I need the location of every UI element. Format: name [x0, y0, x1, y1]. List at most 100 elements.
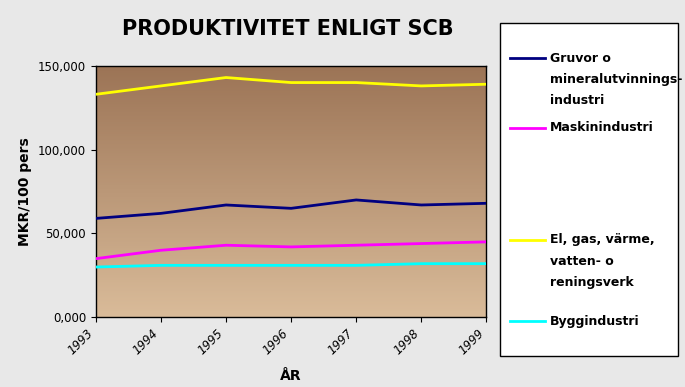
Text: vatten- o: vatten- o	[550, 255, 614, 268]
Bar	[96, 213, 486, 214]
Text: reningsverk: reningsverk	[550, 276, 634, 289]
Bar	[96, 301, 486, 302]
Bar	[96, 117, 486, 118]
Bar	[96, 128, 486, 130]
Bar	[96, 295, 486, 296]
Text: Gruvor o: Gruvor o	[550, 51, 611, 65]
Bar	[96, 169, 486, 170]
Bar	[96, 90, 486, 91]
Bar	[96, 156, 486, 158]
Bar	[96, 242, 486, 243]
Bar	[96, 310, 486, 311]
Bar	[96, 173, 486, 174]
Bar	[96, 75, 486, 76]
Bar	[96, 100, 486, 101]
Bar	[96, 278, 486, 279]
Bar	[96, 275, 486, 276]
Bar	[96, 102, 486, 103]
X-axis label: ÅR: ÅR	[280, 368, 302, 383]
Bar	[96, 126, 486, 127]
Bar	[96, 106, 486, 107]
Bar	[96, 72, 486, 73]
Bar	[96, 219, 486, 221]
Bar	[96, 123, 486, 125]
Bar	[96, 116, 486, 117]
Bar	[96, 204, 486, 205]
Bar	[96, 250, 486, 251]
Bar	[96, 262, 486, 263]
Bar	[96, 316, 486, 317]
Text: mineralutvinnings-: mineralutvinnings-	[550, 73, 682, 86]
Bar	[96, 308, 486, 310]
Bar	[96, 303, 486, 305]
Bar	[96, 96, 486, 97]
Bar	[96, 261, 486, 262]
Bar	[96, 98, 486, 100]
Bar	[96, 239, 486, 241]
Bar	[96, 127, 486, 128]
Bar	[96, 216, 486, 217]
Bar	[96, 282, 486, 283]
Text: El, gas, värme,: El, gas, värme,	[550, 233, 655, 247]
Bar	[96, 112, 486, 113]
Bar	[96, 93, 486, 95]
Bar	[96, 195, 486, 197]
Bar	[96, 174, 486, 175]
Bar	[96, 160, 486, 161]
Bar	[96, 315, 486, 316]
Bar	[96, 114, 486, 115]
Bar	[96, 146, 486, 147]
Bar	[96, 118, 486, 120]
Bar	[96, 108, 486, 110]
Bar	[96, 227, 486, 228]
Bar	[96, 66, 486, 67]
Bar	[96, 101, 486, 102]
Bar	[96, 200, 486, 202]
Bar	[96, 166, 486, 168]
Bar	[96, 77, 486, 78]
Bar	[96, 281, 486, 282]
Bar	[96, 267, 486, 268]
Bar	[96, 291, 486, 292]
Bar	[96, 297, 486, 298]
Bar	[96, 199, 486, 200]
Bar	[96, 97, 486, 98]
Bar	[96, 130, 486, 131]
Bar	[96, 218, 486, 219]
Bar	[96, 189, 486, 190]
Bar	[96, 87, 486, 88]
Bar	[96, 132, 486, 134]
Bar	[96, 276, 486, 277]
Bar	[96, 266, 486, 267]
Bar	[96, 158, 486, 159]
Bar	[96, 190, 486, 192]
Bar	[96, 137, 486, 139]
Bar	[96, 305, 486, 306]
Bar	[96, 135, 486, 136]
Bar	[96, 208, 486, 209]
Text: industri: industri	[550, 94, 604, 107]
Bar	[96, 107, 486, 108]
Bar	[96, 175, 486, 176]
Bar	[96, 125, 486, 126]
Bar	[96, 192, 486, 193]
Bar	[96, 152, 486, 154]
Bar	[96, 292, 486, 293]
Bar	[96, 268, 486, 269]
Bar	[96, 313, 486, 315]
Bar	[96, 70, 486, 71]
Bar	[96, 74, 486, 75]
Bar	[96, 198, 486, 199]
Bar	[96, 159, 486, 160]
Bar	[96, 226, 486, 227]
Bar	[96, 273, 486, 275]
Bar	[96, 131, 486, 132]
Bar	[96, 141, 486, 142]
Bar	[96, 286, 486, 287]
Bar	[96, 211, 486, 212]
Bar	[96, 306, 486, 307]
Bar	[96, 122, 486, 123]
Bar	[96, 85, 486, 86]
Bar	[96, 150, 486, 151]
Bar	[96, 142, 486, 144]
